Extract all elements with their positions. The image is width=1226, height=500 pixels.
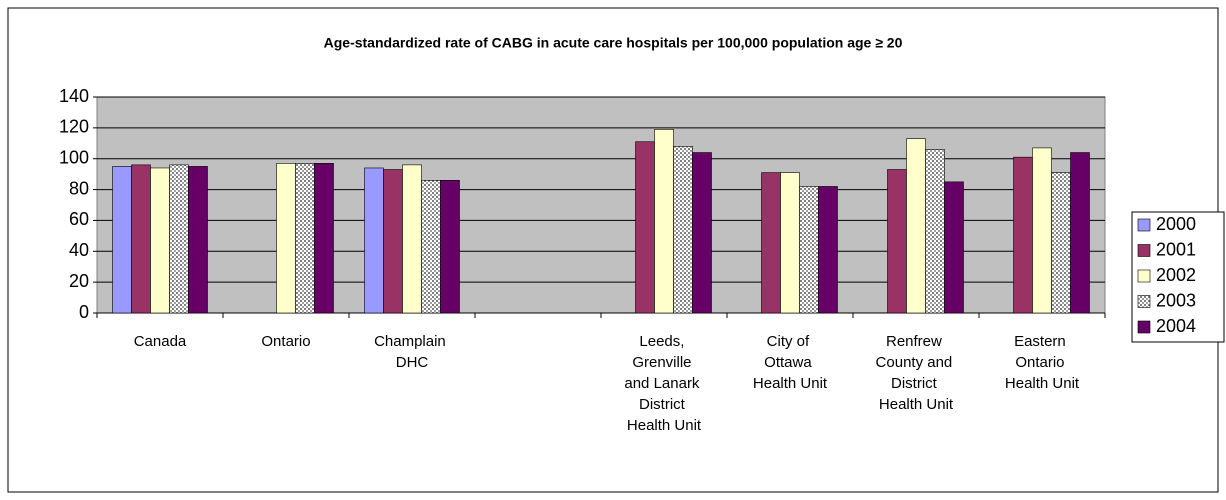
bar (906, 138, 926, 314)
legend-swatch (1137, 244, 1151, 257)
legend-swatch (1137, 295, 1151, 308)
bar (635, 141, 655, 314)
bar (169, 164, 189, 314)
bar (276, 163, 296, 314)
x-tick-label-line: Canada (134, 333, 187, 350)
y-tick-label: 120 (59, 117, 89, 137)
x-tick-label-line: County and (876, 354, 957, 371)
legend-label: 2004 (1156, 316, 1196, 336)
bar (112, 166, 132, 314)
bar (440, 180, 460, 314)
bar (654, 129, 674, 314)
bar (150, 167, 170, 314)
legend-swatch (1137, 269, 1151, 283)
legend-label: 2003 (1156, 290, 1196, 310)
x-tick-label: City of Ottawa Health Unit (753, 333, 828, 392)
bar (421, 180, 441, 314)
bar (1032, 147, 1052, 314)
x-tick-label: Leeds, Grenville and Lanark District Hea… (624, 333, 703, 434)
bar (383, 169, 403, 314)
bar (944, 181, 964, 314)
x-tick-label-line: Ontario (261, 333, 310, 350)
x-tick-label-line: Champlain (374, 333, 450, 350)
y-tick-label: 100 (59, 147, 89, 167)
x-tick-label: Renfrew County and District Health Unit (876, 333, 957, 413)
x-tick-label-line: Health Unit (753, 375, 828, 392)
bar (188, 166, 208, 314)
y-tick-label: 60 (69, 209, 89, 229)
bar (925, 149, 945, 314)
bar (799, 186, 819, 314)
bar (887, 169, 907, 314)
y-tick-label: 0 (79, 302, 89, 322)
bar (1013, 156, 1033, 314)
y-tick-label: 20 (69, 271, 89, 291)
x-tick-label-line: Eastern (1014, 333, 1070, 350)
x-tick-label-line: Leeds, (639, 333, 688, 350)
x-tick-label-line: Health Unit (627, 417, 702, 434)
x-tick-label: Canada (134, 333, 187, 350)
y-tick-label: 40 (69, 240, 89, 260)
bar (1051, 172, 1071, 314)
bar (818, 186, 838, 314)
x-tick-label-line: Ontario (1015, 354, 1068, 371)
x-tick-label-line: Renfrew (886, 333, 946, 350)
x-tick-label: Ontario (261, 333, 310, 350)
bar (673, 146, 693, 314)
bar (692, 152, 712, 314)
bar (314, 163, 334, 314)
x-tick-label: Champlain DHC (374, 333, 450, 371)
x-tick-label-line: District (639, 396, 689, 413)
y-tick-label: 140 (59, 86, 89, 106)
bar (131, 164, 151, 314)
x-tick-label-line: and Lanark (624, 375, 703, 392)
bar (402, 164, 422, 314)
bar (761, 172, 781, 314)
bar (780, 172, 800, 314)
chart-title: Age-standardized rate of CABG in acute c… (324, 35, 903, 51)
legend-label: 2001 (1156, 239, 1196, 259)
bar (1070, 152, 1090, 314)
legend-label: 2002 (1156, 265, 1196, 285)
legend-label: 2000 (1156, 214, 1196, 234)
x-tick-label-line: Grenville (632, 354, 695, 371)
x-tick-label-line: City of (767, 333, 814, 350)
x-tick-label: Eastern Ontario Health Unit (1005, 333, 1080, 392)
bar (364, 167, 384, 314)
x-tick-label-line: Health Unit (879, 396, 954, 413)
legend-swatch (1137, 320, 1151, 334)
y-tick-label: 80 (69, 178, 89, 198)
x-tick-label-line: District (891, 375, 941, 392)
legend-swatch (1137, 218, 1151, 232)
x-tick-label-line: DHC (396, 354, 429, 371)
x-tick-label-line: Ottawa (764, 354, 816, 371)
bar (295, 163, 315, 314)
x-tick-label-line: Health Unit (1005, 375, 1080, 392)
